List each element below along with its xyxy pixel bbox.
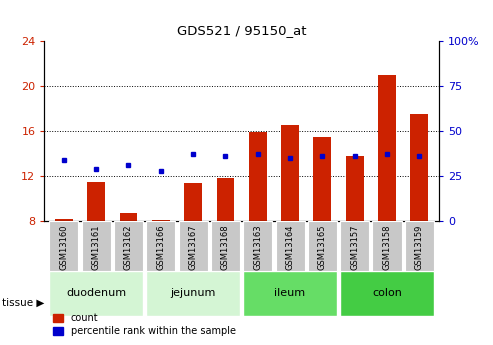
Bar <box>243 271 337 316</box>
Bar <box>314 137 331 221</box>
Text: jejunum: jejunum <box>171 288 216 298</box>
Bar <box>281 126 299 221</box>
Bar <box>340 221 369 271</box>
Legend: count, percentile rank within the sample: count, percentile rank within the sample <box>49 309 240 340</box>
Bar <box>373 221 402 271</box>
Text: GSM13157: GSM13157 <box>350 225 359 270</box>
Text: duodenum: duodenum <box>66 288 126 298</box>
Bar <box>411 114 428 221</box>
Text: GSM13163: GSM13163 <box>253 225 262 270</box>
Bar <box>152 220 170 221</box>
Text: GSM13166: GSM13166 <box>156 225 165 270</box>
Bar <box>276 221 305 271</box>
Text: GSM13165: GSM13165 <box>318 225 327 270</box>
Bar <box>346 156 364 221</box>
Bar <box>216 178 234 221</box>
Bar <box>81 221 110 271</box>
Bar <box>49 271 143 316</box>
Bar <box>55 219 72 221</box>
Text: ileum: ileum <box>275 288 306 298</box>
Bar <box>243 221 272 271</box>
Text: GSM13167: GSM13167 <box>189 225 198 270</box>
Bar <box>87 181 105 221</box>
Bar <box>378 75 396 221</box>
Title: GDS521 / 95150_at: GDS521 / 95150_at <box>177 24 306 38</box>
Bar <box>178 221 208 271</box>
Bar <box>184 183 202 221</box>
Text: GSM13159: GSM13159 <box>415 225 424 270</box>
Text: GSM13162: GSM13162 <box>124 225 133 270</box>
Bar <box>146 221 176 271</box>
Text: GSM13158: GSM13158 <box>383 225 391 270</box>
Bar <box>114 221 143 271</box>
Bar <box>405 221 434 271</box>
Text: colon: colon <box>372 288 402 298</box>
Text: GSM13164: GSM13164 <box>285 225 294 270</box>
Bar <box>146 271 240 316</box>
Text: GSM13160: GSM13160 <box>59 225 68 270</box>
Text: GSM13161: GSM13161 <box>92 225 101 270</box>
Text: tissue ▶: tissue ▶ <box>2 298 45 308</box>
Bar <box>249 132 267 221</box>
Bar <box>119 213 138 221</box>
Text: GSM13168: GSM13168 <box>221 225 230 270</box>
Bar <box>340 271 434 316</box>
Bar <box>211 221 240 271</box>
Bar <box>308 221 337 271</box>
Bar <box>49 221 78 271</box>
